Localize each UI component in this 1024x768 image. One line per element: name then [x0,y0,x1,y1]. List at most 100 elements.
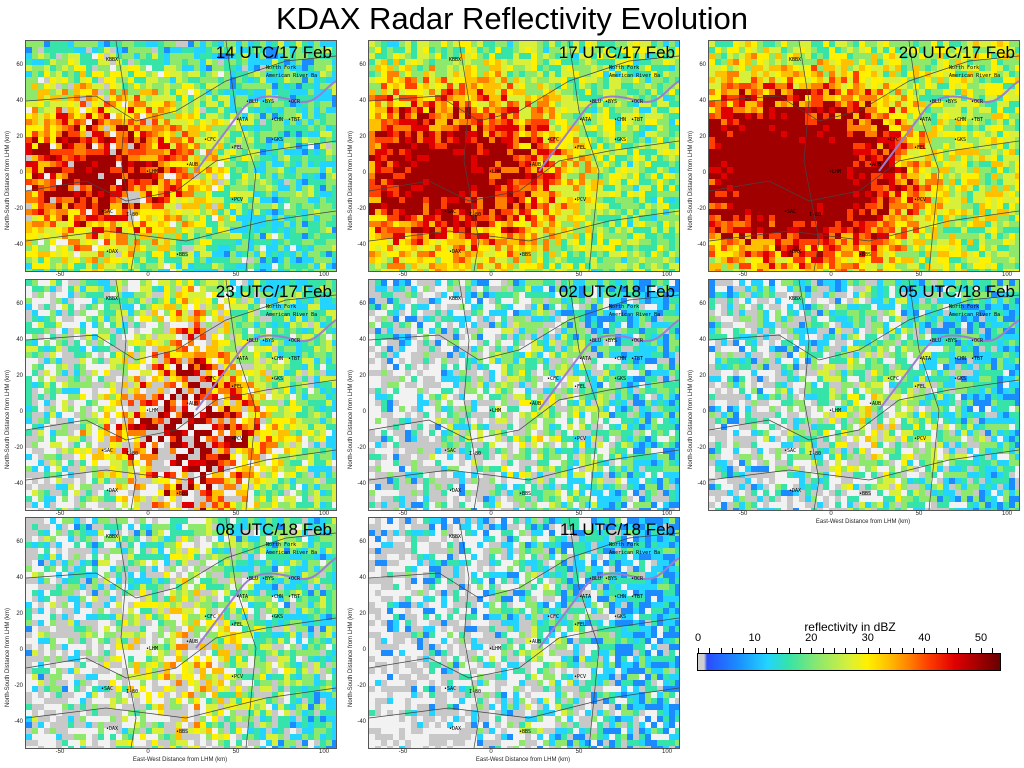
river-path [538,80,679,172]
y-tick-label: 20 [699,134,706,140]
map-station-label: •OCR [631,99,644,105]
colorbar-minor-tick [981,648,983,653]
x-axis-label: East-West Distance from LHM (km) [815,519,911,525]
x-tick-label: -50 [738,511,748,517]
y-tick-label: 40 [359,575,366,581]
y-tick-label: 60 [359,539,366,545]
x-tick-label: 0 [489,511,493,517]
y-tick-label: -40 [357,719,366,725]
map-station-label: I-80 [126,451,138,457]
map-station-label: •AUB [869,401,881,407]
map-station-label: •ATA [919,117,931,123]
map-station-label: •GKS [271,376,283,382]
map-station-label: •CFC [204,614,216,620]
radar-panel: KBBX North Fork American River Ba •BLU •ATA •… [25,279,337,511]
map-station-label: North Fork [609,542,639,548]
map-station-label: •FEL [574,622,586,628]
map-station-label: •CHN [954,117,966,123]
map-station-label: •SAC [101,686,113,692]
map-station-label: I-80 [809,451,821,457]
radar-panel: KBBX North Fork American River Ba •BLU •ATA •… [368,279,680,511]
reflectivity-field: KBBX North Fork American River Ba •BLU •ATA •… [26,280,336,510]
y-tick-label: 20 [699,373,706,379]
map-station-label: American River Ba [609,550,660,556]
y-tick-label: -40 [14,242,23,248]
panel-time-label: 20 UTC/17 Feb [898,43,1015,62]
colorbar-minor-tick [867,648,869,653]
colorbar-minor-tick [901,648,903,653]
colorbar-tick-label: 0 [694,632,702,644]
map-station-label: American River Ba [266,550,317,556]
x-tick-label: 50 [575,749,583,755]
y-tick-label: -40 [357,242,366,248]
y-tick-label: 20 [16,373,23,379]
map-station-label: •TBT [631,117,643,123]
map-station-label: •CFC [887,137,899,143]
map-station-label: •LHM [489,646,501,652]
x-tick-label: 100 [1001,272,1012,278]
y-tick-label: -40 [14,719,23,725]
map-station-label: •BLU [929,338,941,344]
y-tick-label: -20 [357,683,366,689]
map-station-label: •TBT [288,117,300,123]
colorbar [697,653,1001,671]
x-tick-label: 0 [489,272,493,278]
map-station-label: North Fork [609,304,639,310]
map-station-label: •LHM [146,408,158,414]
map-station-label: I-80 [126,212,138,218]
x-tick-label: 0 [146,272,150,278]
map-station-label: •BYS [945,338,957,344]
map-station-label: •CHN [614,356,626,362]
map-station-label: •BBS [176,729,188,735]
colorbar-minor-tick [811,648,813,653]
colorbar-minor-tick [743,648,745,653]
y-tick-label: 0 [362,409,366,415]
x-tick-label: 0 [146,749,150,755]
colorbar-tick-label: 40 [918,632,931,644]
y-tick-label: -20 [14,206,23,212]
y-tick-label: 40 [699,98,706,104]
map-station-label: •TBT [288,356,300,362]
x-tick-label: -50 [55,511,65,517]
x-tick-label: 50 [915,272,923,278]
map-station-label: KBBX [789,57,801,63]
radar-panel: KBBX North Fork American River Ba •BLU •ATA •… [25,40,337,272]
map-station-label: •BLU [929,99,941,105]
y-tick-label: 40 [359,98,366,104]
map-station-label: •TBT [631,356,643,362]
y-tick-label: 40 [359,337,366,343]
radar-panel: KBBX North Fork American River Ba •BLU •ATA •… [708,279,1020,511]
map-station-label: •SAC [784,448,796,454]
map-station-label: •BYS [262,338,274,344]
map-station-label: •AUB [529,639,541,645]
map-station-label: •GKS [271,614,283,620]
map-station-label: •AUB [186,401,198,407]
map-station-label: •CFC [547,376,559,382]
map-station-label: North Fork [266,542,296,548]
map-station-label: KBBX [789,296,801,302]
y-axis-label: North-South Distance from LHM (km) [5,607,11,707]
y-tick-label: 40 [16,337,23,343]
y-tick-label: 20 [359,134,366,140]
map-station-label: •SAC [101,448,113,454]
map-station-label: •LHM [489,169,501,175]
map-station-label: •TBT [288,594,300,600]
map-station-label: North Fork [609,65,639,71]
y-axis-label: North-South Distance from LHM (km) [688,130,694,230]
map-station-label: KBBX [449,57,461,63]
map-station-label: •PCV [231,436,243,442]
map-station-label: •TBT [971,356,983,362]
map-station-label: •OCR [288,99,301,105]
colorbar-minor-tick [833,648,835,653]
y-tick-label: 60 [16,539,23,545]
map-station-label: •FEL [231,145,243,151]
map-station-label: •PCV [914,197,926,203]
x-tick-label: 100 [318,749,329,755]
x-tick-label: 100 [661,749,672,755]
map-station-label: •OCR [288,338,301,344]
map-station-label: •OCR [631,576,644,582]
map-station-label: •DAX [449,249,461,255]
river-path [538,557,679,649]
map-station-label: •PCV [574,674,586,680]
map-station-label: •OCR [971,338,984,344]
